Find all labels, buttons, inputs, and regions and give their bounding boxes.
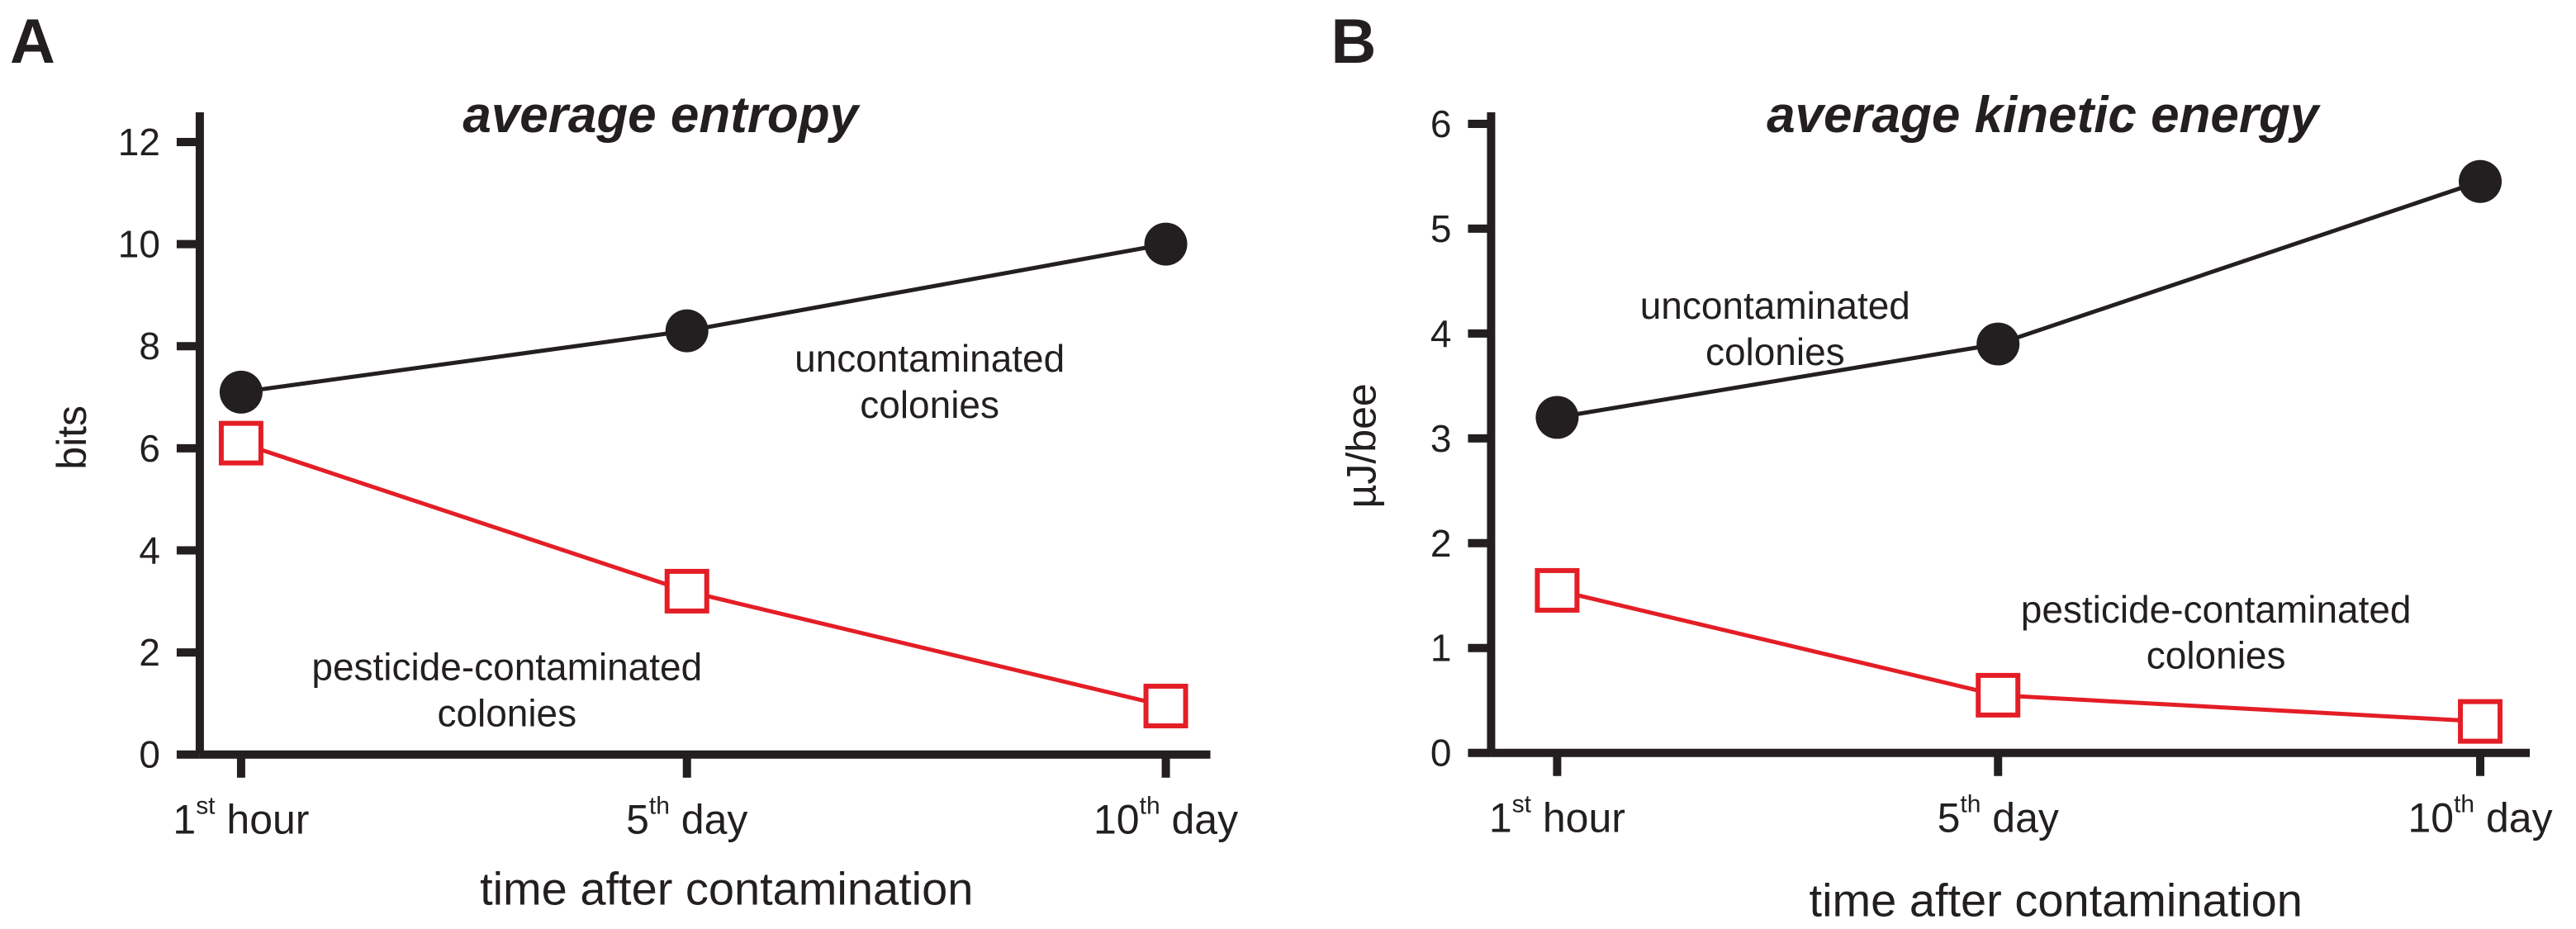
- x-tick-unit: day: [1981, 795, 2058, 841]
- uncontaminated-data-point: [219, 370, 263, 414]
- x-tick-label: 10th day: [2408, 791, 2553, 841]
- contaminated-data-point: [1535, 567, 1580, 613]
- y-tick-label: 5: [1430, 207, 1452, 250]
- x-axis-title: time after contamination: [1810, 874, 2303, 927]
- x-tick-label: 1st hour: [173, 793, 309, 843]
- y-axis-title: µJ/bee: [1338, 383, 1384, 508]
- x-tick-unit: hour: [1531, 795, 1625, 841]
- uncontaminated-data-point: [1976, 322, 2020, 366]
- uncontaminated-data-point: [2459, 159, 2502, 203]
- x-tick-ordinal: th: [1140, 793, 1160, 820]
- x-tick-unit: day: [1160, 797, 1238, 843]
- x-tick-number: 10: [1093, 797, 1140, 843]
- uncontaminated-data-point: [1144, 222, 1188, 266]
- uncontaminated-label: colonies: [1705, 330, 1845, 373]
- contaminated-label: colonies: [437, 692, 576, 735]
- chart-title: average entropy: [463, 87, 861, 144]
- y-tick-label: 2: [139, 631, 160, 674]
- contaminated-label: pesticide-contaminated: [311, 646, 702, 689]
- y-tick-label: 6: [139, 427, 160, 470]
- y-tick-label: 2: [1430, 522, 1452, 565]
- x-tick-number: 10: [2408, 795, 2455, 841]
- x-tick-unit: day: [670, 797, 747, 843]
- x-tick-unit: hour: [216, 797, 310, 843]
- panel-letter: B: [1331, 7, 1376, 77]
- uncontaminated-label: uncontaminated: [1640, 284, 1910, 327]
- y-tick-label: 0: [1430, 732, 1452, 775]
- contaminated-data-point: [218, 420, 263, 466]
- y-axis-title: bits: [49, 405, 95, 470]
- x-tick-number: 5: [1938, 795, 1961, 841]
- contaminated-data-point: [2458, 699, 2503, 744]
- x-tick-ordinal: th: [1960, 791, 1981, 818]
- x-tick-ordinal: th: [2454, 791, 2474, 818]
- x-tick-label: 5th day: [626, 793, 747, 843]
- x-tick-unit: day: [2474, 795, 2552, 841]
- contaminated-data-point: [1976, 672, 2021, 718]
- x-tick-ordinal: st: [196, 793, 216, 820]
- y-tick-label: 4: [139, 528, 160, 571]
- contaminated-data-point: [1143, 683, 1188, 728]
- x-axis-title: time after contamination: [480, 863, 973, 915]
- y-tick-label: 10: [118, 223, 160, 266]
- y-tick-label: 12: [118, 121, 160, 164]
- x-tick-label: 10th day: [1093, 793, 1238, 843]
- uncontaminated-data-point: [1535, 396, 1579, 439]
- x-tick-number: 5: [626, 797, 649, 843]
- y-tick-label: 4: [1430, 312, 1452, 355]
- y-tick-label: 0: [139, 733, 160, 776]
- panel-letter: A: [10, 7, 55, 77]
- x-tick-number: 1: [173, 797, 196, 843]
- uncontaminated-data-point: [665, 309, 709, 353]
- x-tick-label: 1st hour: [1489, 791, 1625, 841]
- chart-title: average kinetic energy: [1767, 87, 2322, 144]
- contaminated-data-point: [664, 568, 709, 614]
- y-tick-label: 6: [1430, 102, 1452, 145]
- contaminated-label: pesticide-contaminated: [2021, 588, 2412, 631]
- contaminated-label: colonies: [2147, 634, 2286, 677]
- x-tick-label: 5th day: [1938, 791, 2059, 841]
- x-tick-number: 1: [1489, 795, 1512, 841]
- y-tick-label: 1: [1430, 627, 1452, 670]
- y-tick-label: 8: [139, 325, 160, 367]
- uncontaminated-label: colonies: [860, 383, 999, 426]
- uncontaminated-label: uncontaminated: [795, 337, 1065, 380]
- y-tick-label: 3: [1430, 417, 1452, 460]
- x-tick-ordinal: st: [1512, 791, 1532, 818]
- x-tick-ordinal: th: [649, 793, 670, 820]
